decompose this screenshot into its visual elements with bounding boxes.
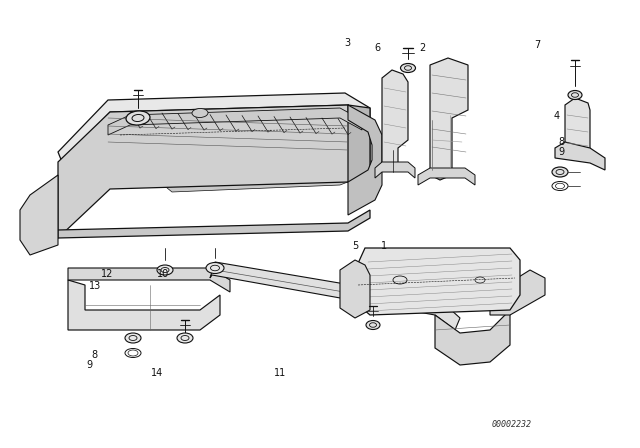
Ellipse shape — [177, 333, 193, 343]
Polygon shape — [68, 280, 220, 330]
Ellipse shape — [157, 265, 173, 275]
Text: 4: 4 — [554, 111, 560, 121]
Ellipse shape — [125, 333, 141, 343]
Ellipse shape — [132, 115, 144, 121]
Text: 13: 13 — [88, 281, 101, 291]
Ellipse shape — [211, 265, 220, 271]
Ellipse shape — [206, 263, 224, 273]
Polygon shape — [58, 210, 370, 238]
Text: 9: 9 — [86, 360, 93, 370]
Polygon shape — [58, 105, 370, 238]
Polygon shape — [430, 58, 468, 180]
Polygon shape — [58, 93, 370, 162]
Text: 5: 5 — [352, 241, 358, 251]
Text: 7: 7 — [534, 40, 541, 50]
Ellipse shape — [126, 111, 150, 125]
Polygon shape — [108, 108, 362, 135]
Polygon shape — [382, 70, 408, 170]
Text: 3: 3 — [344, 38, 351, 47]
Text: 8: 8 — [559, 138, 565, 147]
Text: 1: 1 — [381, 241, 387, 250]
Text: 9: 9 — [559, 147, 565, 157]
Polygon shape — [555, 142, 605, 170]
Polygon shape — [155, 118, 360, 192]
Text: 2: 2 — [419, 43, 426, 53]
Text: 11: 11 — [273, 368, 286, 378]
Ellipse shape — [568, 90, 582, 99]
Polygon shape — [435, 310, 510, 365]
Ellipse shape — [552, 167, 568, 177]
Polygon shape — [348, 105, 382, 215]
Polygon shape — [20, 175, 58, 255]
Ellipse shape — [401, 64, 415, 73]
Polygon shape — [355, 248, 520, 315]
Text: 8: 8 — [92, 350, 98, 360]
Text: 14: 14 — [150, 368, 163, 378]
Polygon shape — [565, 98, 590, 157]
Polygon shape — [375, 162, 415, 178]
Polygon shape — [490, 270, 545, 315]
Polygon shape — [68, 268, 230, 292]
Ellipse shape — [366, 320, 380, 329]
Text: 00002232: 00002232 — [492, 420, 532, 429]
Polygon shape — [210, 262, 460, 330]
Ellipse shape — [192, 108, 208, 117]
Text: 10: 10 — [157, 269, 170, 279]
Polygon shape — [340, 260, 370, 318]
Text: 12: 12 — [101, 269, 114, 279]
Polygon shape — [418, 168, 475, 185]
Polygon shape — [348, 105, 370, 195]
Text: 6: 6 — [374, 43, 381, 53]
